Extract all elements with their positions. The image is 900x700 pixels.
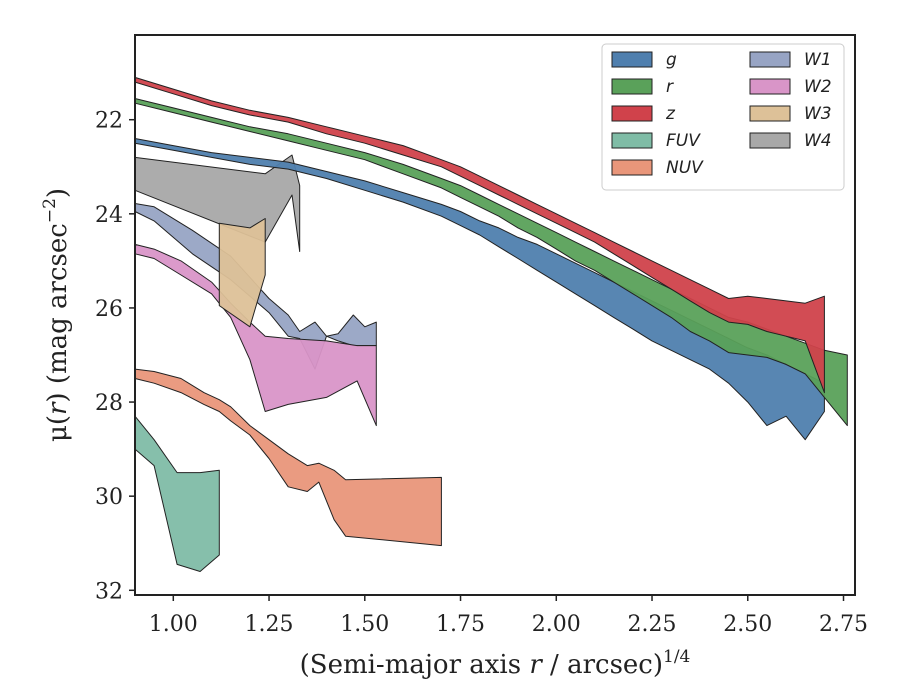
band-nuv: [134, 368, 442, 547]
legend: grz FUV NUV W1 W2 W3 W4: [601, 43, 845, 191]
y-tick-label: 22: [95, 109, 123, 134]
chart-bands: [134, 76, 848, 572]
band-w4: [134, 154, 301, 252]
x-tick-label: 1.00: [149, 612, 198, 637]
x-tick-label: 2.75: [819, 612, 868, 637]
y-axis-ticks: 22 24 26 28 30 32: [95, 109, 135, 604]
band-w3: [218, 218, 266, 328]
x-tick-label: 2.25: [628, 612, 677, 637]
legend-swatch-nuv: [611, 159, 653, 176]
legend-swatch-z: [611, 105, 653, 122]
x-tick-label: 1.50: [340, 612, 389, 637]
legend-label-w1: W1: [804, 50, 832, 70]
y-tick-label: 28: [95, 391, 123, 416]
band-g: [134, 138, 825, 441]
legend-swatch-w1: [749, 51, 791, 68]
y-axis-label: μ(r) (mag arcsec−2): [40, 188, 73, 442]
x-tick-label: 2.50: [723, 612, 772, 637]
legend-label-r: r: [666, 77, 674, 97]
legend-label-w2: W2: [804, 77, 832, 97]
band-r: [134, 98, 848, 427]
legend-swatch-w3: [749, 105, 791, 122]
y-tick-label: 32: [95, 579, 123, 604]
legend-label-g: g: [666, 50, 677, 70]
x-tick-label: 1.25: [245, 612, 294, 637]
y-tick-label: 24: [95, 203, 123, 228]
legend-swatch-w4: [749, 132, 791, 149]
legend-label-fuv: FUV: [666, 131, 701, 151]
plot-frame: [134, 34, 856, 596]
legend-swatch-g: [611, 51, 653, 68]
band-fuv: [134, 415, 220, 572]
x-tick-label: 1.75: [436, 612, 485, 637]
x-axis-ticks: 1.00 1.25 1.50 1.75 2.00 2.25 2.50 2.75: [149, 595, 868, 637]
legend-swatch-w2: [749, 78, 791, 95]
legend-swatch-fuv: [611, 132, 653, 149]
legend-label-nuv: NUV: [666, 158, 704, 178]
y-tick-label: 26: [95, 297, 123, 322]
band-z: [134, 76, 825, 394]
y-tick-label: 30: [95, 485, 123, 510]
x-tick-label: 2.00: [532, 612, 581, 637]
legend-label-z: z: [665, 104, 676, 124]
legend-label-w3: W3: [804, 104, 832, 124]
x-axis-label: (Semi-major axis r / arcsec)1/4: [300, 647, 691, 680]
legend-swatch-r: [611, 78, 653, 95]
legend-label-w4: W4: [804, 131, 832, 151]
